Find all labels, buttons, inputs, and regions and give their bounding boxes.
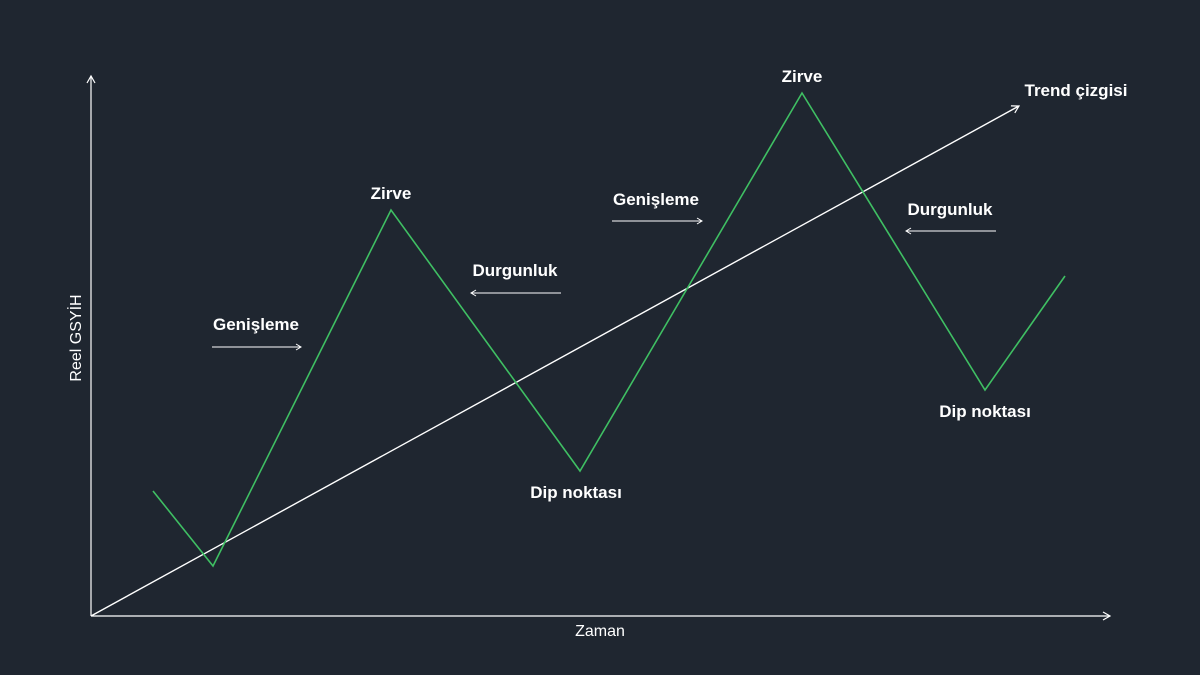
- trough-label-2: Dip noktası: [939, 402, 1031, 421]
- peak-label-1: Zirve: [371, 184, 412, 203]
- cycle-line: [152, 91, 1066, 568]
- expansion-label-2: Genişleme: [613, 190, 699, 209]
- y-axis-label: Reel GSYİH: [66, 294, 85, 381]
- recession-label-2: Durgunluk: [908, 200, 994, 219]
- trend-line-label: Trend çizgisi: [1025, 81, 1128, 100]
- x-axis-label: Zaman: [575, 623, 625, 640]
- expansion-label-1: Genişleme: [213, 315, 299, 334]
- trough-label-1: Dip noktası: [530, 483, 622, 502]
- peak-label-2: Zirve: [782, 67, 823, 86]
- recession-label-1: Durgunluk: [473, 261, 559, 280]
- trend-line: [90, 105, 1021, 617]
